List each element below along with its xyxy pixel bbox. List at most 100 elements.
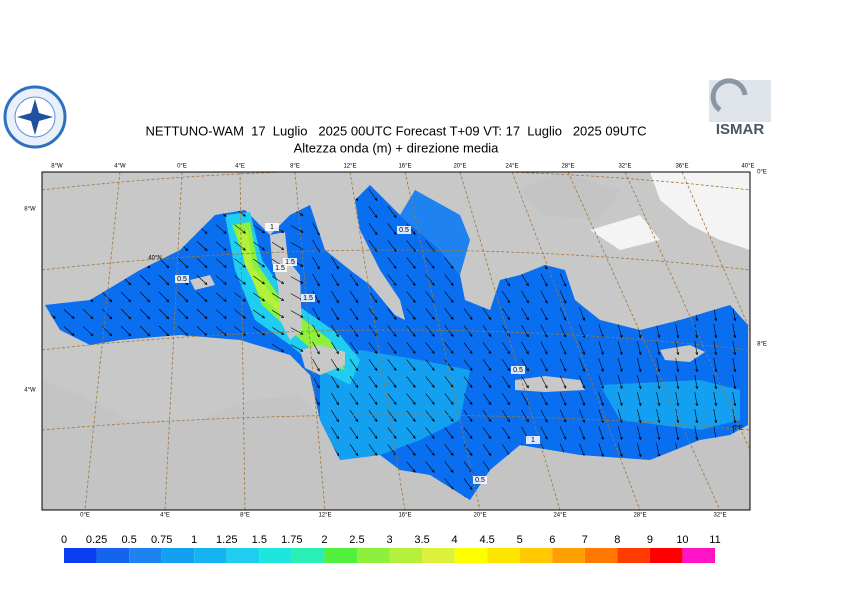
wave-arrow (101, 308, 113, 320)
wave-arrow (368, 393, 378, 405)
wave-arrow (559, 307, 567, 321)
top-label: 36°E (675, 164, 688, 170)
colorbar-box (649, 548, 683, 563)
wave-arrow (349, 427, 359, 440)
wave-arrow (368, 189, 378, 201)
wave-arrow (425, 393, 435, 405)
wave-arrow (387, 376, 397, 388)
wave-arrow (501, 392, 511, 406)
contour-label: 1.5 (303, 295, 313, 302)
wave-arrow (406, 308, 416, 320)
wave-arrow (694, 409, 699, 424)
wave-arrow (444, 427, 454, 439)
wave-arrow (215, 258, 227, 268)
contour-label-bg (175, 275, 189, 283)
contour-label-bg (473, 476, 487, 484)
wave-arrow (312, 256, 320, 270)
wave-arrow (406, 444, 416, 456)
colorbar-tick-label: 1.5 (252, 534, 267, 546)
wave-arrow (521, 341, 529, 355)
left-label: 4°W (24, 388, 36, 394)
wave-arrow (368, 291, 378, 303)
wave-arrow (501, 426, 511, 440)
wave-arrow (713, 375, 718, 390)
right-label: 8°E (757, 342, 767, 348)
colorbar-tick-label: 6 (549, 534, 555, 546)
wave-arrow (368, 223, 378, 235)
wave-arrow (637, 341, 642, 355)
wave-arrow (406, 359, 416, 371)
wave-arrow (482, 342, 492, 354)
wave-arrow (579, 375, 585, 389)
wave-arrow (331, 256, 340, 270)
wave-arrow (444, 410, 454, 422)
colorbar-box (96, 548, 130, 563)
wave-arrow (637, 409, 642, 423)
wave-arrow (540, 324, 548, 338)
wave-arrow (694, 341, 699, 356)
wave-arrow (387, 427, 397, 439)
wave-arrow (387, 206, 397, 218)
contour-label: 1 (270, 224, 274, 231)
colorbar-box (291, 548, 325, 563)
wave-arrow (713, 324, 718, 339)
wave-arrow (158, 291, 170, 303)
wave-arrow (425, 308, 435, 320)
wave-arrow (312, 324, 320, 338)
left-label: 8°W (24, 207, 36, 213)
contour-label: 0.5 (177, 276, 187, 283)
wave-arrow (559, 273, 567, 287)
wave-arrow (271, 293, 285, 302)
wave-arrow (656, 358, 661, 373)
wave-arrow (387, 359, 397, 371)
wave-arrow (196, 258, 208, 269)
wave-arrow (253, 241, 265, 251)
contour-label-bg (526, 436, 540, 444)
wave-arrow (312, 273, 320, 287)
wave-arrow (444, 461, 454, 473)
colorbar-tick-label: 1.75 (281, 534, 302, 546)
wave-arrow (637, 426, 642, 440)
top-label: 8°W (51, 164, 63, 170)
wave-arrow (675, 409, 680, 424)
wave-arrow (540, 341, 548, 355)
top-label: 20°E (453, 164, 466, 170)
wave-arrow (406, 461, 416, 473)
wave-arrow (559, 324, 567, 338)
wave-arrow (656, 426, 661, 441)
wave-arrow (290, 310, 304, 318)
wave-arrow (234, 224, 246, 234)
wave-arrow (482, 359, 492, 371)
wave-arrow (598, 375, 604, 389)
wave-arrow (463, 427, 473, 439)
wave-arrow (732, 375, 737, 390)
wave-arrow (521, 307, 529, 321)
wave-arrow (158, 325, 170, 337)
wave-arrow (234, 292, 246, 302)
wave-arrow (331, 290, 340, 304)
wave-arrow (331, 426, 340, 440)
contour-label: 1 (531, 437, 535, 444)
logo-left (3, 85, 67, 149)
wave-arrow (406, 257, 416, 269)
wave-arrow (82, 308, 94, 320)
colorbar-box (487, 548, 520, 563)
wave-arrow (579, 426, 585, 440)
wave-arrow (501, 307, 511, 321)
wave-arrow (579, 307, 585, 321)
wave-arrow (463, 444, 473, 456)
wave-arrow (349, 410, 359, 423)
wave-arrow (521, 324, 529, 338)
wave-arrow (425, 359, 435, 371)
wave-arrow (559, 290, 567, 304)
wave-arrow (559, 341, 567, 355)
wave-arrow (349, 274, 359, 287)
wave-arrow (120, 308, 132, 320)
colorbar-tick-label: 2 (321, 534, 327, 546)
wave-arrow (331, 409, 340, 423)
wave-arrow (598, 443, 604, 457)
wave-arrow (521, 290, 529, 304)
wave-arrow (271, 276, 285, 285)
wave-arrow (349, 342, 359, 355)
colorbar-tick-label: 10 (676, 534, 688, 546)
